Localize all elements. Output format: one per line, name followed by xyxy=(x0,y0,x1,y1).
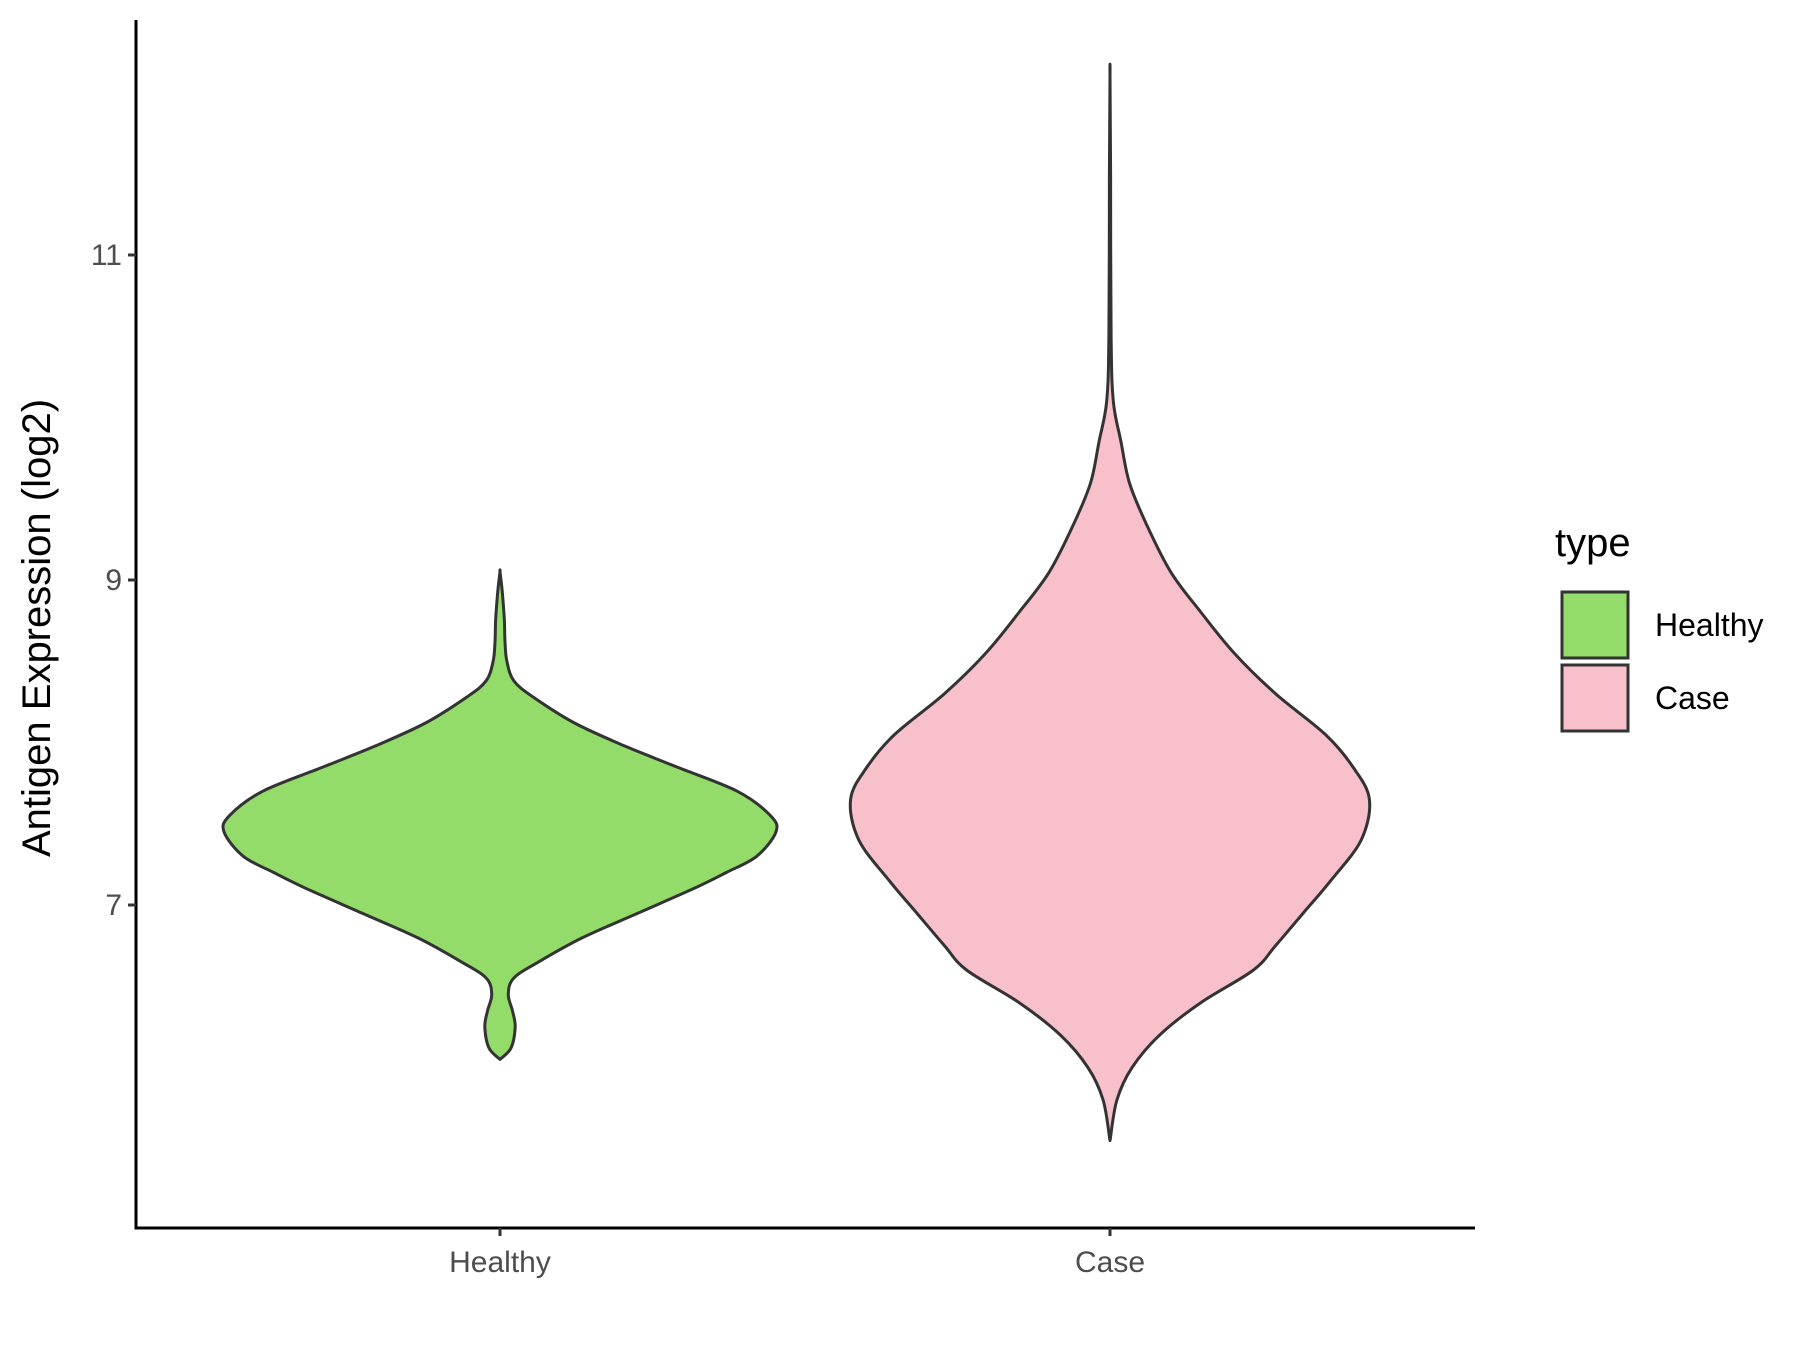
legend-label-case: Case xyxy=(1655,680,1730,716)
x-tick-label: Case xyxy=(1075,1246,1145,1279)
y-tick-label: 7 xyxy=(105,889,122,922)
legend-title: type xyxy=(1555,521,1631,565)
legend: type Healthy Case xyxy=(1555,521,1764,733)
y-tick-label: 11 xyxy=(91,239,122,272)
legend-key-case xyxy=(1560,663,1630,733)
legend-key-healthy xyxy=(1560,590,1630,660)
plot-area xyxy=(221,62,1372,1143)
legend-label-healthy: Healthy xyxy=(1655,607,1764,643)
axes: 7 9 11 Healthy Case xyxy=(91,20,1475,1279)
violin-healthy xyxy=(221,568,779,1061)
x-tick-label: Healthy xyxy=(449,1246,551,1279)
y-axis-title: Antigen Expression (log2) xyxy=(15,399,59,857)
y-tick-label: 9 xyxy=(105,564,122,597)
violin-case xyxy=(848,62,1372,1143)
